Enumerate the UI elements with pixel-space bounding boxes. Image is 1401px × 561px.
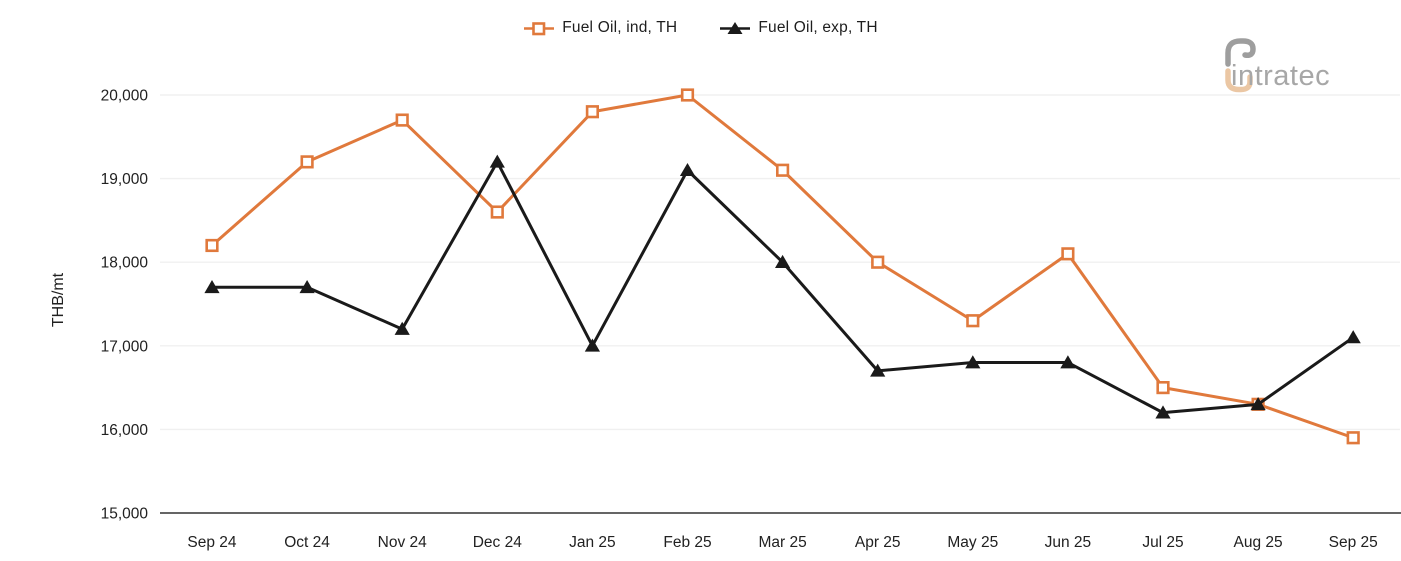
legend-square-marker-icon xyxy=(523,21,555,36)
x-tick-label: Jan 25 xyxy=(569,534,616,551)
x-tick-label: Mar 25 xyxy=(758,534,806,551)
triangle-marker xyxy=(489,154,505,168)
x-tick-label: Apr 25 xyxy=(855,534,901,551)
legend-label-fuel-oil-exp: Fuel Oil, exp, TH xyxy=(758,19,878,36)
square-marker xyxy=(395,113,409,127)
square-marker xyxy=(966,314,980,328)
square-marker xyxy=(300,155,314,169)
triangle-marker xyxy=(394,321,410,335)
y-axis-title: THB/mt xyxy=(50,272,67,327)
y-tick-label: 16,000 xyxy=(101,422,149,439)
y-tick-label: 18,000 xyxy=(101,255,149,272)
x-tick-label: Oct 24 xyxy=(284,534,330,551)
x-tick-label: Nov 24 xyxy=(378,534,427,551)
logo-text: intratec xyxy=(1231,60,1330,92)
square-marker xyxy=(775,163,790,177)
legend-label-fuel-oil-ind: Fuel Oil, ind, TH xyxy=(562,19,678,36)
triangle-marker xyxy=(204,279,220,294)
logo-u-shape xyxy=(1225,68,1253,93)
x-tick-label: Jun 25 xyxy=(1045,534,1092,551)
square-marker xyxy=(585,105,599,119)
triangle-marker xyxy=(870,363,886,377)
x-tick-label: Aug 25 xyxy=(1234,534,1283,551)
square-marker xyxy=(490,205,504,219)
legend-item-fuel-oil-exp: Fuel Oil, exp, TH xyxy=(719,19,878,37)
x-tick-label: Dec 24 xyxy=(473,534,522,551)
triangle-marker xyxy=(299,279,315,294)
triangle-marker xyxy=(679,162,696,177)
x-tick-label: Feb 25 xyxy=(663,534,711,551)
triangle-marker xyxy=(1155,405,1171,419)
square-marker xyxy=(205,238,219,253)
y-tick-label: 15,000 xyxy=(101,506,149,523)
square-marker xyxy=(1061,247,1075,261)
y-tick-label: 20,000 xyxy=(101,88,149,105)
square-marker xyxy=(680,88,695,102)
triangle-marker xyxy=(1250,397,1266,411)
square-marker xyxy=(871,255,885,269)
x-tick-label: Sep 25 xyxy=(1329,534,1378,551)
series-line xyxy=(212,160,1355,415)
x-tick-label: May 25 xyxy=(947,534,998,551)
y-tick-label: 19,000 xyxy=(101,171,149,188)
legend-item-fuel-oil-ind: Fuel Oil, ind, TH xyxy=(523,19,677,37)
x-tick-label: Sep 24 xyxy=(187,534,237,551)
intratec-logo: intratec xyxy=(1216,33,1376,97)
chart-legend: Fuel Oil, ind, TH Fuel Oil, exp, TH xyxy=(0,19,1401,37)
logo-hook-shape xyxy=(1225,38,1256,67)
square-marker xyxy=(1156,380,1170,395)
triangle-marker xyxy=(584,338,600,352)
triangle-marker xyxy=(965,355,981,369)
triangle-marker xyxy=(775,254,791,268)
x-tick-label: Jul 25 xyxy=(1142,534,1183,551)
triangle-marker xyxy=(1345,330,1361,344)
y-tick-label: 17,000 xyxy=(101,338,149,355)
square-marker xyxy=(1346,431,1360,445)
legend-triangle-marker-icon xyxy=(719,21,751,36)
triangle-marker xyxy=(1060,355,1076,369)
